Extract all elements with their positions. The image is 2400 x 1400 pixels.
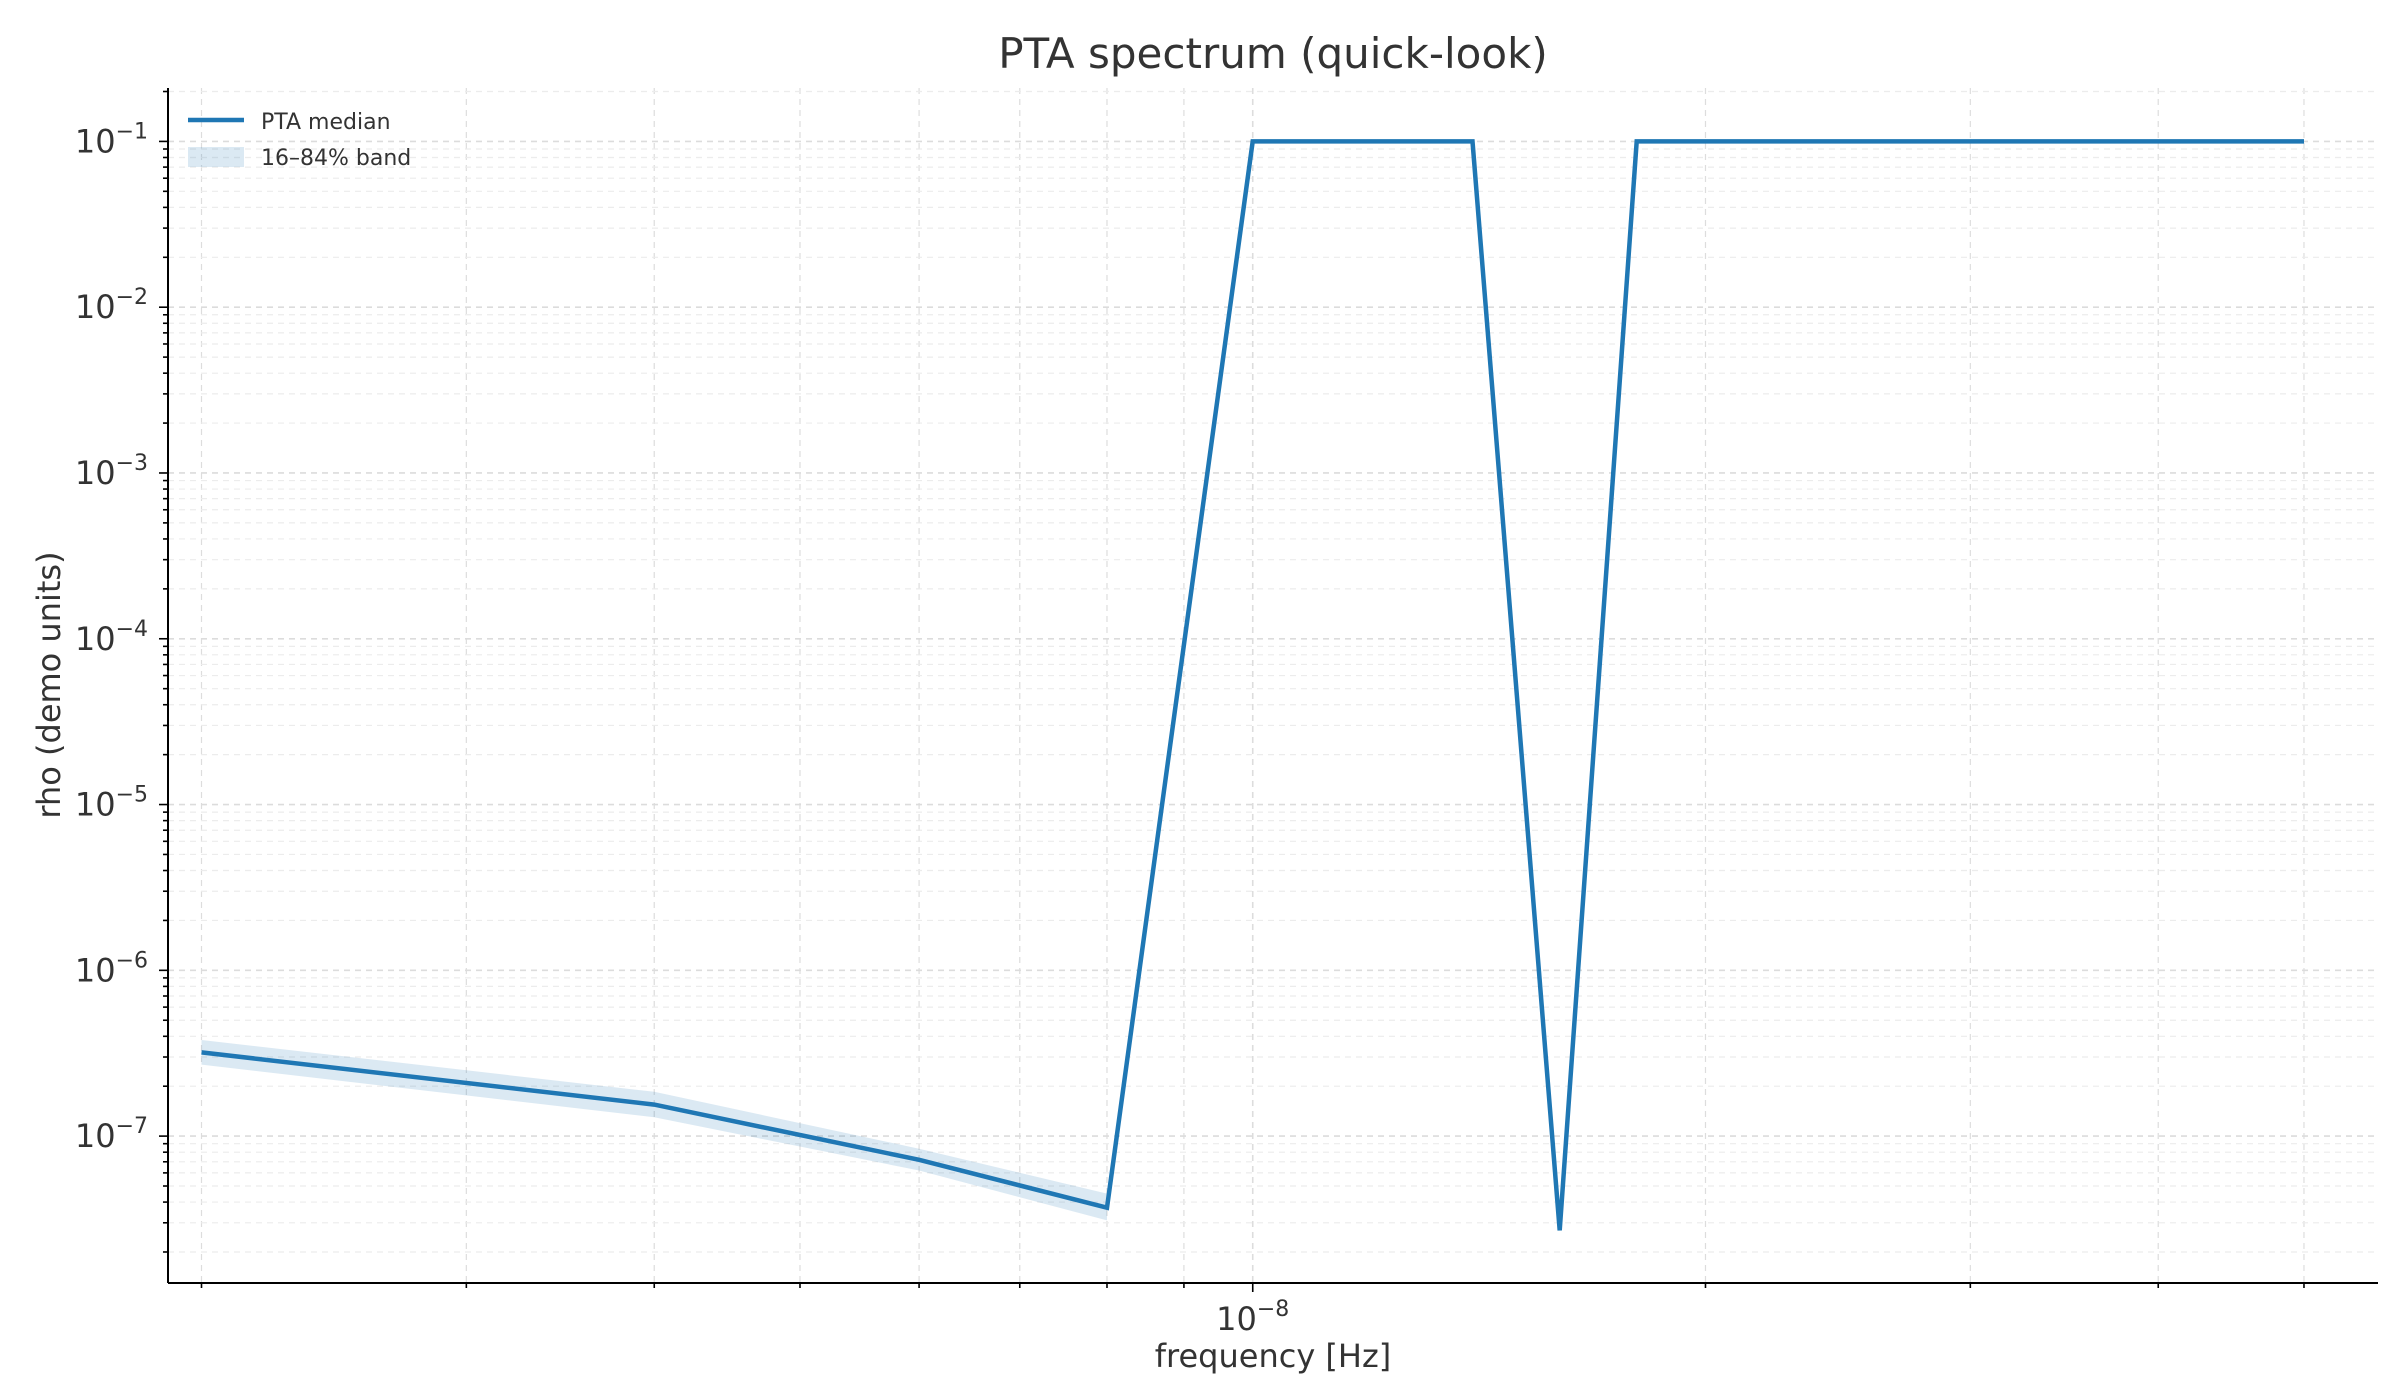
confidence-band-16-84 (201, 1040, 1107, 1221)
grid (168, 88, 2378, 1283)
legend-swatch-band (188, 147, 244, 167)
y-tick-label: 10−2 (75, 285, 148, 326)
legend: PTA median 16–84% band (188, 110, 411, 171)
axes (167, 88, 2378, 1284)
y-axis-label: rho (demo units) (30, 551, 68, 818)
y-tick-label: 10−1 (75, 119, 148, 160)
y-ticks: 10−7 10−6 10−5 10−4 10−3 10−2 10−1 (75, 90, 168, 1253)
series-layer (201, 139, 2304, 1231)
y-tick-label: 10−7 (75, 1114, 148, 1155)
confidence-band-layer (201, 1040, 1107, 1221)
y-tick-label: 10−4 (75, 617, 148, 658)
x-tick-label: 10−8 (1216, 1297, 1289, 1338)
legend-label-median: PTA median (261, 110, 391, 135)
legend-label-band: 16–84% band (261, 146, 411, 171)
series-line-pta-median (201, 139, 2304, 1231)
y-tick-label: 10−3 (75, 451, 148, 492)
y-tick-label: 10−5 (75, 783, 148, 824)
x-ticks: 10−8 (200, 1283, 2305, 1338)
x-axis-label: frequency [Hz] (1155, 1337, 1392, 1375)
chart-title: PTA spectrum (quick-look) (998, 29, 1548, 78)
y-tick-label: 10−6 (75, 948, 148, 989)
